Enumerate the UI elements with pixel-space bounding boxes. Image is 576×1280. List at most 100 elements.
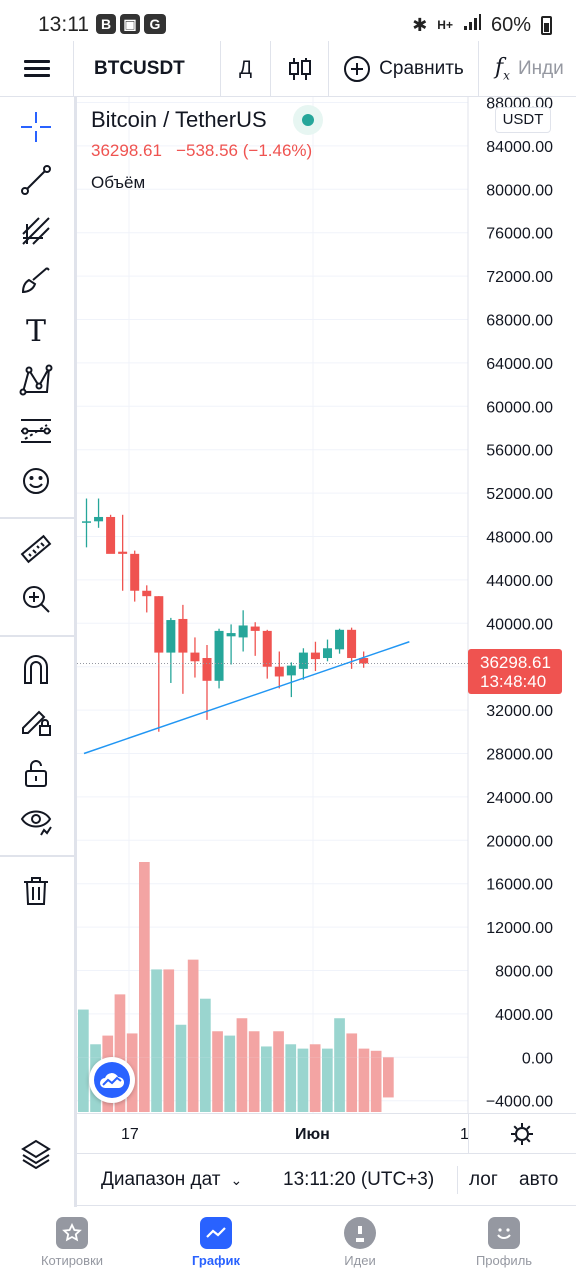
volume-bar xyxy=(151,1057,162,1112)
volume-bar xyxy=(126,1033,138,1058)
nav-chart[interactable]: График xyxy=(144,1207,288,1280)
bulb-icon xyxy=(344,1217,376,1249)
price-tick-label: 76000.00 xyxy=(486,226,553,243)
ruler-icon xyxy=(20,534,52,564)
price-tick-label: 44000.00 xyxy=(486,573,553,590)
signal-hplus-icon: H+ xyxy=(437,18,453,32)
auto-scale-button[interactable]: авто xyxy=(519,1169,559,1190)
menu-button[interactable] xyxy=(0,41,74,96)
volume-bar xyxy=(297,1057,309,1112)
smiley-icon xyxy=(23,468,49,494)
volume-legend[interactable]: Объём xyxy=(91,173,146,192)
volume-bar xyxy=(102,1035,114,1058)
price-tick-label: 60000.00 xyxy=(486,399,553,416)
interval-button[interactable]: Д xyxy=(221,41,271,96)
candle-body xyxy=(286,665,296,676)
price-tick-label: 72000.00 xyxy=(486,269,553,286)
text-tool[interactable]: T xyxy=(16,311,56,351)
crosshair-icon xyxy=(21,112,51,142)
candle-body xyxy=(202,658,212,681)
market-status-icon[interactable] xyxy=(293,105,323,135)
volume-bar xyxy=(248,1031,260,1058)
gear-icon xyxy=(511,1123,533,1145)
log-scale-button[interactable]: лог xyxy=(469,1169,498,1190)
volume-bar xyxy=(346,1033,358,1058)
measure-tool[interactable] xyxy=(16,529,56,569)
volume-bar xyxy=(139,1057,150,1112)
indicators-label: Инди xyxy=(517,57,564,79)
chart-type-button[interactable] xyxy=(271,41,329,96)
symbol-button[interactable]: BTCUSDT xyxy=(74,41,221,96)
time-tick-label: 17 xyxy=(121,1126,139,1143)
brush-tool[interactable] xyxy=(16,261,56,301)
candle-body xyxy=(106,516,116,554)
lock-tool[interactable] xyxy=(16,753,56,793)
candle-body xyxy=(347,629,357,659)
volume-bar xyxy=(297,1048,309,1058)
volume-bar xyxy=(151,969,162,1058)
volume-bar xyxy=(224,1057,236,1112)
ideas-fab-button[interactable] xyxy=(89,1057,135,1103)
icons-tool[interactable] xyxy=(16,461,56,501)
candle-body xyxy=(178,618,188,653)
volume-bar xyxy=(78,1009,89,1058)
volume-bar xyxy=(90,1044,101,1058)
date-range-button[interactable]: Диапазон дат ⌄ xyxy=(101,1154,242,1206)
nav-label: Котировки xyxy=(40,1253,104,1268)
indicators-button[interactable]: fx Инди xyxy=(479,41,576,96)
eye-icon xyxy=(20,810,52,836)
price-chart[interactable]: 88000.0084000.0080000.0076000.0072000.00… xyxy=(0,97,576,1113)
pattern-tool[interactable] xyxy=(16,361,56,401)
volume-bar xyxy=(175,1024,187,1058)
delete-tool[interactable] xyxy=(16,871,56,911)
volume-bar xyxy=(200,1057,211,1112)
chart-icon xyxy=(200,1217,232,1249)
volume-bar xyxy=(370,1057,382,1112)
lock-drawings-tool[interactable] xyxy=(16,701,56,741)
date-range-label: Диапазон дат xyxy=(101,1169,221,1190)
volume-bar xyxy=(261,1057,272,1112)
candle-body xyxy=(226,633,236,637)
candle-body xyxy=(214,630,224,681)
price-tick-label: 56000.00 xyxy=(486,443,553,460)
currency-badge[interactable]: USDT xyxy=(495,107,551,133)
drawing-tools-sidebar: T xyxy=(0,97,74,1207)
price-tick-label: 16000.00 xyxy=(486,877,553,894)
candle-body xyxy=(130,553,140,591)
candle-body xyxy=(94,516,104,522)
prediction-tool[interactable] xyxy=(16,411,56,451)
battery-icon xyxy=(541,15,552,35)
timezone-clock[interactable]: 13:11:20 (UTC+3) xyxy=(283,1169,435,1190)
compare-button[interactable]: Сравнить xyxy=(329,41,479,96)
hamburger-icon xyxy=(23,56,50,81)
candle-body xyxy=(118,551,128,554)
candle-body xyxy=(262,630,272,667)
price-tick-label: 80000.00 xyxy=(486,182,553,199)
volume-bar xyxy=(163,969,175,1058)
bluetooth-icon: ✱ xyxy=(412,14,428,35)
star-icon xyxy=(56,1217,88,1249)
settings-button[interactable] xyxy=(510,1122,534,1151)
price-tick-label: 8000.00 xyxy=(495,964,553,981)
forecast-icon xyxy=(21,419,51,443)
time-axis[interactable]: 17 Июн 1 xyxy=(77,1113,576,1154)
volume-bar xyxy=(212,1057,223,1112)
nav-profile[interactable]: Профиль xyxy=(432,1207,576,1280)
volume-bar xyxy=(273,1031,284,1058)
candle-body xyxy=(190,652,200,662)
volume-bar xyxy=(175,1057,187,1112)
hide-drawings-tool[interactable] xyxy=(16,801,56,841)
gann-fib-tool[interactable] xyxy=(16,211,56,251)
layers-tool[interactable] xyxy=(16,1133,56,1173)
zoom-in-icon xyxy=(23,586,50,613)
volume-bar xyxy=(273,1057,284,1112)
trendline-tool[interactable] xyxy=(16,160,56,200)
crosshair-tool[interactable] xyxy=(16,107,56,147)
volume-bar xyxy=(322,1057,333,1112)
nav-ideas[interactable]: Идеи xyxy=(288,1207,432,1280)
nav-quotes[interactable]: Котировки xyxy=(0,1207,144,1280)
volume-bar xyxy=(163,1057,175,1112)
magnet-tool[interactable] xyxy=(16,649,56,689)
price-tick-label: 40000.00 xyxy=(486,616,553,633)
zoom-tool[interactable] xyxy=(16,579,56,619)
